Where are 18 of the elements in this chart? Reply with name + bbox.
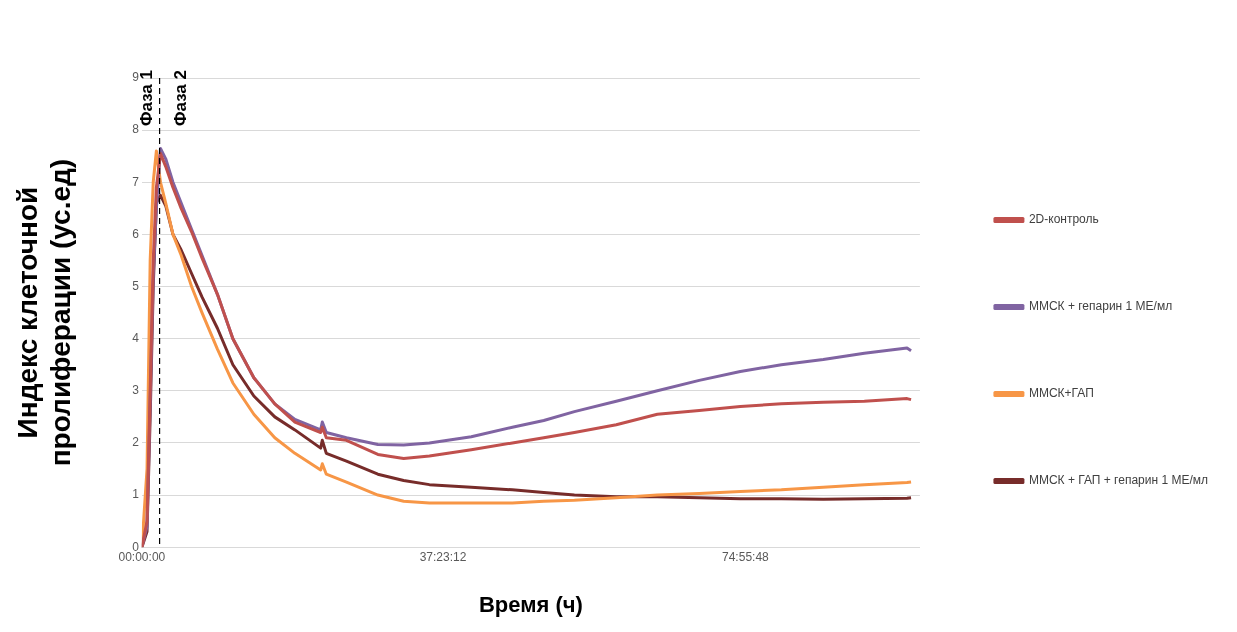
y-tick-label: 9: [132, 70, 140, 85]
y-tick-label: 2: [132, 435, 140, 450]
y-axis-title: Индекс клеточной пролиферации (ус.ед): [11, 158, 77, 467]
x-axis-title: Время (ч): [478, 591, 583, 617]
legend-label: ММСК + ГАП + гепарин 1 МЕ/мл: [1028, 473, 1209, 488]
y-tick-label: 5: [132, 278, 140, 293]
x-tick-label: 74:55:48: [722, 549, 770, 564]
annotation: Фаза 2: [171, 70, 191, 127]
x-tick-label: 37:23:12: [419, 549, 467, 564]
y-tick-label: 4: [132, 330, 140, 345]
y-tick-label: 1: [132, 487, 140, 502]
y-tick-label: 3: [132, 383, 140, 398]
legend-label: 2D-контроль: [1028, 212, 1099, 227]
y-tick-label: 7: [132, 174, 140, 189]
y-tick-label: 6: [132, 226, 140, 241]
legend-label: ММСК + гепарин 1 МЕ/мл: [1028, 299, 1173, 314]
legend-label: ММСК+ГАП: [1028, 386, 1094, 401]
y-tick-label: 8: [132, 122, 140, 137]
